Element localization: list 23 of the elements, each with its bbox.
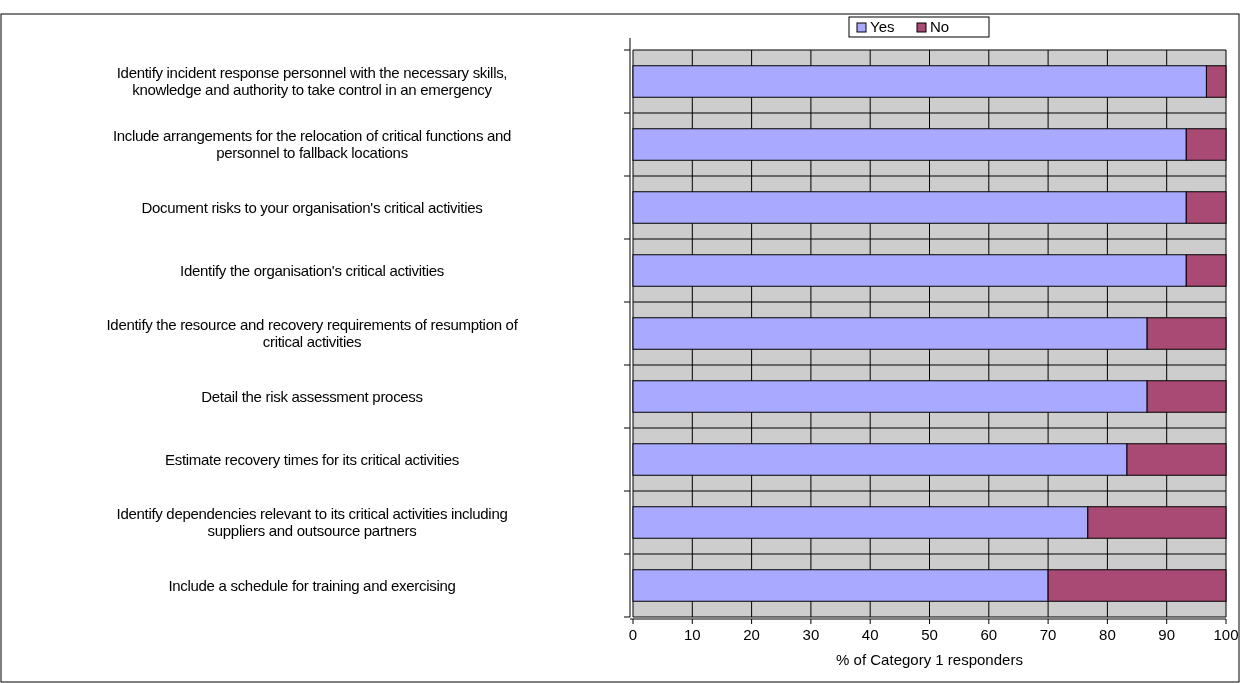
y-tick-label: Include arrangements for the relocation of critical functions and personnel to fallback locations	[112, 127, 512, 161]
x-tick-label: 10	[683, 626, 701, 643]
y-tick-label: Estimate recovery times for its critical activities	[165, 450, 459, 468]
y-tick-label: Identify the resource and recovery requirements of resumption of critical activities	[106, 316, 519, 350]
x-tick-label: 50	[921, 626, 938, 643]
x-tick-label: 80	[1099, 626, 1116, 643]
x-tick-label: 90	[1158, 626, 1176, 643]
x-tick-label: 70	[1039, 626, 1057, 643]
x-tick-label: 40	[861, 626, 879, 643]
y-tick-label: Identify the organisation's critical activities	[180, 261, 444, 279]
y-tick-label: Identify incident response personnel with the necessary skills, knowledge and authority to take control in an emergency	[116, 64, 508, 98]
x-tick-label: 100	[1213, 626, 1239, 643]
y-tick-label: Include a schedule for training and exercising	[168, 576, 456, 594]
x-tick-label: 0	[628, 626, 638, 643]
y-tick-label: Detail the risk assessment process	[201, 387, 423, 405]
legend-label: No	[930, 18, 950, 35]
x-axis-title: % of Category 1 responders	[836, 651, 1023, 668]
x-tick-label: 30	[802, 626, 820, 643]
x-tick-label: 20	[743, 626, 760, 643]
x-tick-label: 60	[980, 626, 998, 643]
y-tick-label: Identify dependencies relevant to its critical activities including suppliers and outsource partners	[116, 505, 508, 539]
legend-label: Yes	[870, 18, 895, 35]
y-tick-label: Document risks to your organisation's critical activities	[141, 198, 483, 216]
